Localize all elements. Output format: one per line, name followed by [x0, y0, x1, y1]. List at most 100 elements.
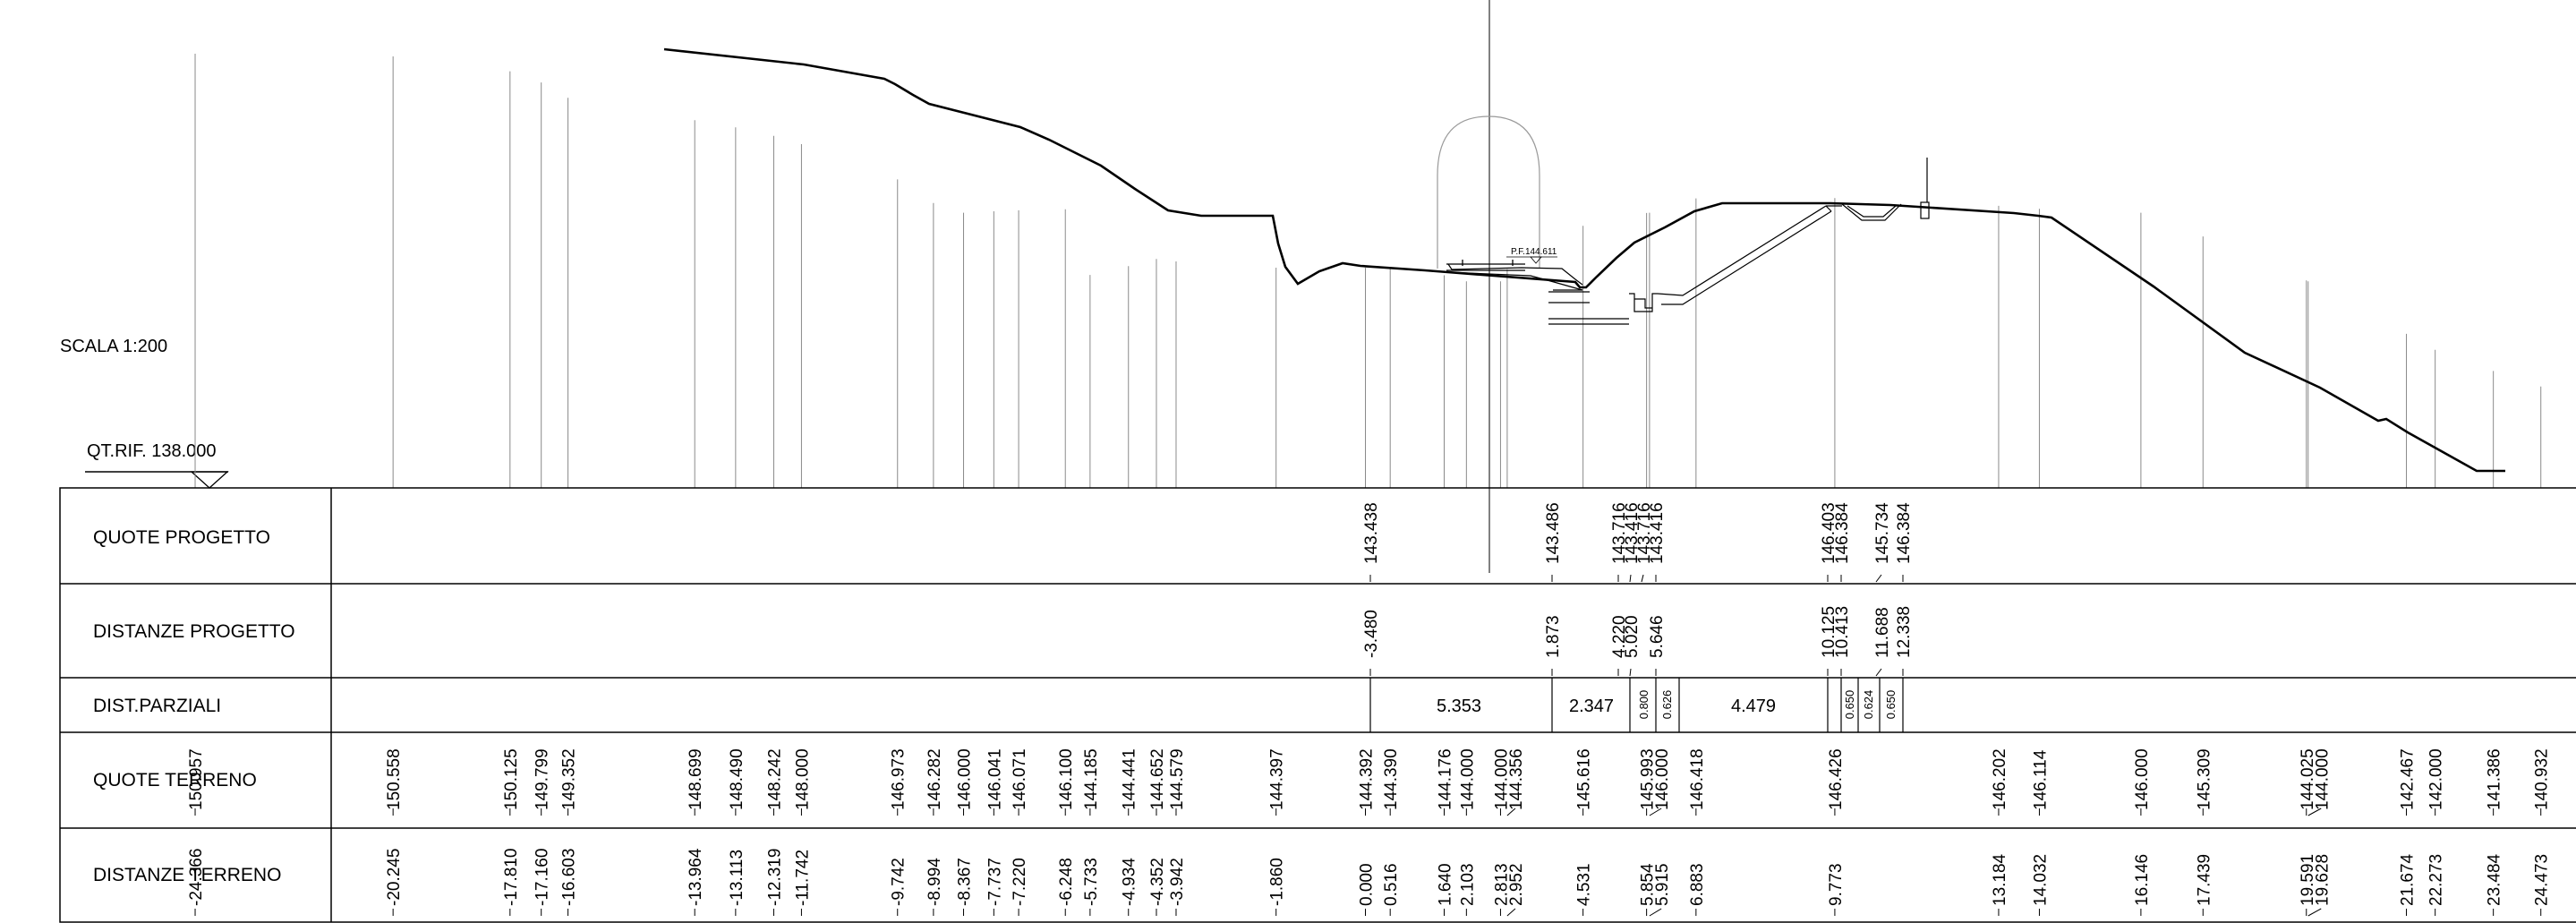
terrain-elevation-value: 149.352: [560, 748, 579, 810]
terrain-elevation-value: 144.356: [1507, 748, 1526, 810]
partial-distance-small: 0.626: [1660, 690, 1674, 720]
row-label-distanze-progetto: DISTANZE PROGETTO: [93, 621, 295, 642]
terrain-elevation-value: 150.957: [187, 748, 206, 810]
project-distance-value: 10.413: [1833, 606, 1852, 658]
terrain-distance-value: -20.245: [385, 849, 404, 906]
terrain-elevation-value: 146.071: [1011, 748, 1029, 810]
terrain-distance-value: -4.352: [1148, 858, 1167, 906]
partial-distance: 2.347: [1569, 697, 1614, 716]
terrain-distance-value: 17.439: [2195, 854, 2213, 906]
table-border: [59, 487, 2576, 923]
terrain-elevation-value: 145.309: [2195, 748, 2213, 810]
terrain-elevation-value: 148.490: [728, 748, 746, 810]
project-tick: [1629, 574, 1632, 583]
terrain-distance-value: 4.531: [1575, 863, 1594, 906]
project-distance-value: 10.125: [1820, 606, 1838, 658]
project-tick: [1875, 574, 1882, 583]
terrain-elevation-value: 146.202: [1991, 748, 2009, 810]
gauge-outline: [1437, 115, 1540, 269]
terrain-distance-value: -12.319: [765, 849, 784, 906]
terrain-elevation-value: 146.114: [2031, 749, 2050, 810]
terrain-elevation-value: 146.000: [956, 748, 975, 810]
terrain-elevation-value: 146.000: [1653, 748, 1672, 810]
terrain-elevation-value: 146.282: [925, 748, 944, 810]
terrain-distance-value: 1.640: [1437, 863, 1455, 906]
project-distance-value: 11.688: [1873, 607, 1892, 658]
terrain-elevation-value: 144.000: [1492, 748, 1511, 810]
terrain-elevation-value: 146.426: [1827, 748, 1846, 810]
terrain-elevation-value: 142.467: [2399, 748, 2418, 810]
terrain-distance-value: -7.737: [985, 858, 1004, 906]
terrain-elevation-value: 148.000: [793, 748, 812, 810]
project-distance-value: 1.873: [1544, 615, 1563, 658]
terrain-elevation-value: 146.100: [1057, 748, 1076, 810]
project-labels: 143.438 -3.480 143.486 1.873 143.716 4.220 143…: [1362, 502, 1914, 677]
project-elevation-value: 143.438: [1362, 502, 1381, 564]
project-elevation-value: 143.716: [1610, 502, 1629, 564]
terrain-distance-value: 2.952: [1507, 863, 1526, 906]
terrain-tick: [2307, 808, 2322, 816]
pf-elevation-label: P.F.144.611: [1511, 247, 1557, 257]
project-distance-value: -3.480: [1362, 610, 1381, 658]
reference-triangle-icon: [190, 471, 229, 489]
terrain-elevation-value: 148.699: [687, 748, 705, 810]
terrain-distance-value: -8.367: [956, 858, 975, 906]
terrain-distance-value: 5.915: [1653, 863, 1672, 906]
terrain-distance-value: 2.103: [1458, 863, 1477, 906]
terrain-elevation-value: 144.579: [1168, 748, 1187, 810]
terrain-distance-value: 22.273: [2427, 854, 2446, 906]
terrain-elevation-value: 146.418: [1688, 748, 1707, 810]
project-distance-tick: [1629, 668, 1632, 677]
terrain-distance-value: -8.994: [925, 858, 944, 906]
terrain-elevation-value: 141.386: [2486, 748, 2504, 810]
terrain-distance-value: 2.813: [1492, 863, 1511, 906]
partial-distance-small: 0.650: [1884, 690, 1898, 720]
terrain-distance-value: 5.854: [1639, 863, 1658, 906]
terrain-elevation-value: 146.000: [2133, 748, 2152, 810]
terrain-distance-value: -17.810: [502, 849, 521, 906]
reference-elevation-label: QT.RIF. 138.000: [87, 441, 217, 461]
project-elevation-value: 143.716: [1635, 502, 1654, 564]
terrain-distance-value: 14.032: [2031, 854, 2050, 906]
terrain-distance-value: 13.184: [1991, 853, 2009, 906]
terrain-distance-value: -4.934: [1121, 858, 1139, 906]
project-elevation-value: 143.416: [1648, 502, 1667, 564]
terrain-tick: [1649, 908, 1662, 917]
project-works: [1447, 158, 1930, 325]
terrain-tick: [1506, 908, 1516, 917]
terrain-elevation-value: 146.973: [890, 748, 908, 810]
project-elevation-value: 143.416: [1623, 502, 1642, 564]
project-elevation-value: 143.486: [1544, 502, 1563, 564]
terrain-elevation-value: 150.125: [502, 748, 521, 810]
terrain-distance-value: 9.773: [1827, 863, 1846, 906]
partial-distance-small: 0.624: [1862, 690, 1875, 720]
terrain-distance-value: -13.113: [728, 850, 746, 906]
terrain-tick: [2307, 908, 2322, 917]
pf-triangle-icon: [1530, 256, 1542, 264]
terrain-tick: [1649, 808, 1662, 816]
terrain-elevation-value: 144.397: [1268, 748, 1287, 810]
project-distance-value: 5.020: [1623, 615, 1642, 658]
terrain-elevation-value: 145.616: [1575, 748, 1594, 810]
terrain-elevation-value: 146.041: [985, 748, 1004, 810]
terrain-distance-value: -6.248: [1057, 858, 1076, 906]
terrain-elevation-value: 144.441: [1121, 748, 1139, 810]
terrain-elevation-value: 144.185: [1082, 748, 1101, 810]
terrain-elevation-value: 144.025: [2299, 748, 2317, 810]
terrain-distance-value: -5.733: [1082, 858, 1101, 906]
terrain-distance-value: 24.473: [2533, 854, 2552, 906]
project-distance-value: 12.338: [1895, 606, 1914, 658]
terrain-elevation-value: 144.390: [1382, 748, 1401, 810]
terrain-distance-value: -3.942: [1168, 858, 1187, 906]
terrain-distance-value: -13.964: [687, 848, 705, 906]
project-elevation-value: 146.384: [1895, 502, 1914, 564]
terrain-elevation-value: 149.799: [533, 748, 552, 810]
terrain-distance-value: 23.484: [2486, 853, 2504, 906]
terrain-distance-value: -11.742: [793, 850, 812, 906]
terrain-distance-value: 21.674: [2399, 853, 2418, 906]
row-label-quote-terreno: QUOTE TERRENO: [93, 770, 257, 791]
partial-distance: 5.353: [1437, 697, 1481, 716]
terrain-distance-value: 0.000: [1358, 863, 1377, 906]
